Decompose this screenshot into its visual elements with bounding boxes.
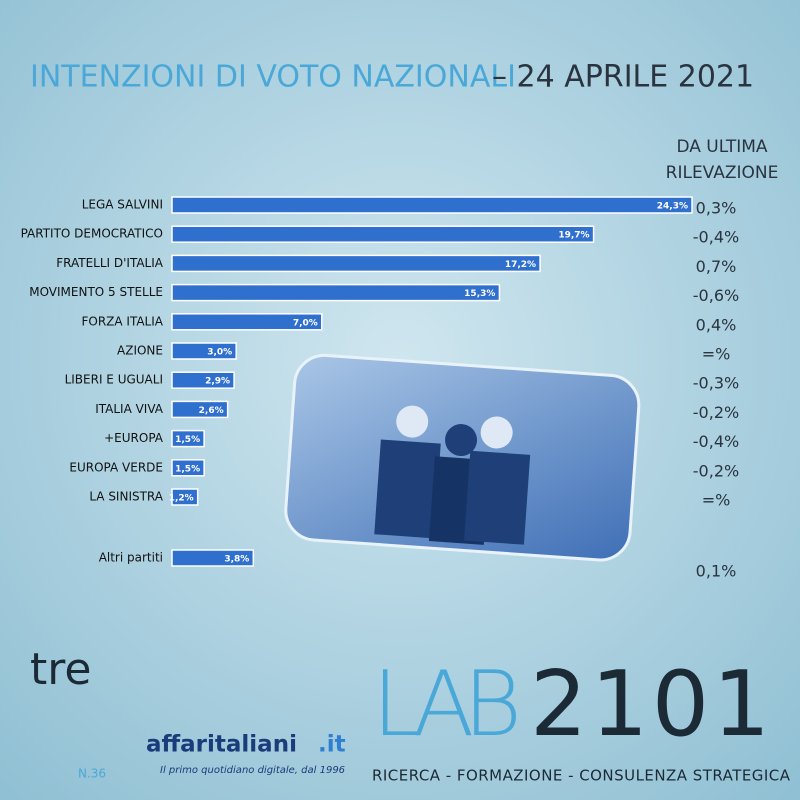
value-label: 2,9% — [205, 377, 230, 387]
category-label: FRATELLI D'ITALIA — [56, 256, 164, 270]
value-label: 24,3% — [657, 202, 688, 212]
category-label: FORZA ITALIA — [81, 314, 163, 328]
photo-figure — [374, 439, 441, 539]
category-label: +EUROPA — [104, 431, 164, 445]
value-label: 1,2% — [169, 494, 194, 504]
change-label: -0,4% — [693, 228, 739, 247]
bar — [171, 459, 205, 477]
category-label: LEGA SALVINI — [82, 198, 163, 212]
photo-figure — [396, 405, 429, 438]
change-label: -0,2% — [693, 461, 739, 480]
value-label: 7,0% — [293, 318, 318, 328]
bar — [171, 283, 501, 302]
bar — [171, 488, 199, 506]
category-label: Altri partiti — [99, 551, 163, 565]
value-label: 2,6% — [199, 406, 224, 416]
change-label: -0,4% — [693, 432, 739, 451]
bar — [171, 225, 595, 243]
value-label: 3,8% — [224, 555, 249, 565]
change-label: 0,7% — [696, 257, 737, 276]
tre-number: N.36 — [78, 767, 106, 781]
category-label: AZIONE — [117, 344, 163, 358]
value-label: 17,2% — [505, 260, 536, 270]
lab-tagline: RICERCA - FORMAZIONE - CONSULENZA STRATE… — [372, 767, 791, 785]
bar — [171, 254, 541, 273]
change-header: RILEVAZIONE — [666, 163, 779, 183]
bar — [171, 371, 235, 389]
value-label: 1,5% — [175, 464, 200, 474]
change-label: =% — [702, 491, 731, 510]
photo-frame — [284, 353, 641, 562]
change-label: 0,3% — [696, 199, 737, 218]
bar — [171, 429, 205, 448]
value-label: 1,5% — [175, 435, 200, 445]
bar — [171, 342, 237, 360]
category-label: LA SINISTRA — [89, 490, 163, 504]
change-label: -0,3% — [693, 374, 739, 393]
lab-logo: LAB — [372, 652, 522, 757]
bar — [171, 313, 323, 331]
category-label: ITALIA VIVA — [95, 402, 164, 416]
change-label: 0,4% — [696, 315, 737, 334]
affari-tagline: Il primo quotidiano digitale, dal 1996 — [160, 765, 345, 776]
subtitle: – 24 APRILE 2021 — [492, 60, 754, 95]
photo — [284, 353, 641, 562]
bar — [171, 549, 255, 567]
change-label: -0,2% — [693, 403, 739, 422]
value-label: 19,7% — [558, 231, 589, 241]
title: INTENZIONI DI VOTO NAZIONALI — [30, 60, 516, 95]
change-label: 0,1% — [696, 562, 737, 581]
tre-logo: tre — [30, 644, 91, 695]
change-label: -0,6% — [693, 286, 739, 305]
change-label: =% — [702, 345, 731, 364]
bar — [171, 400, 229, 419]
category-label: PARTITO DEMOCRATICO — [21, 227, 163, 241]
category-label: LIBERI E UGUALI — [65, 373, 163, 387]
category-label: EUROPA VERDE — [69, 460, 163, 474]
value-label: 3,0% — [207, 348, 232, 358]
photo-figure — [464, 450, 531, 545]
chart: LEGA SALVINI 24,3% 0,3% PARTITO DEMOCRATICO… — [21, 196, 739, 581]
value-label: 15,3% — [464, 289, 495, 299]
photo-figure — [445, 424, 478, 457]
change-header: DA ULTIMA — [676, 137, 767, 157]
affari-tld: .it — [318, 732, 346, 758]
affari-logo: affaritaliani — [146, 732, 297, 758]
category-label: MOVIMENTO 5 STELLE — [29, 285, 163, 299]
bar — [171, 196, 693, 214]
photo-figure — [480, 416, 513, 449]
